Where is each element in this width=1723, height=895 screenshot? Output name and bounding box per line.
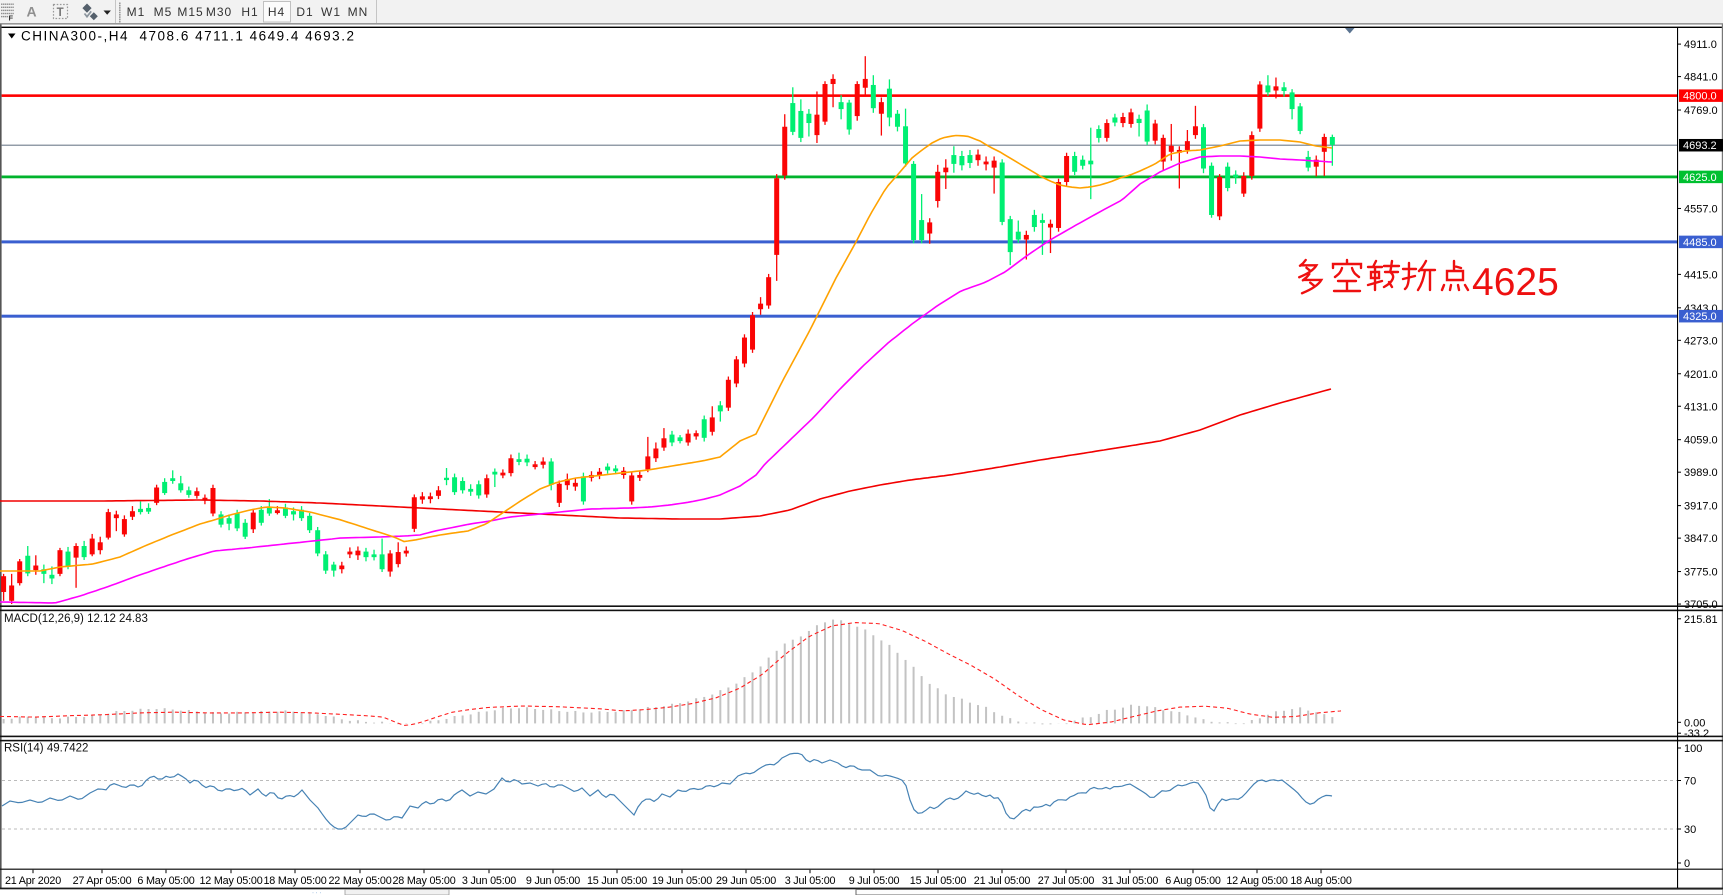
- svg-text:M30: M30: [206, 5, 232, 19]
- svg-text:6 May 05:00: 6 May 05:00: [137, 875, 194, 887]
- svg-text:H4: H4: [268, 5, 285, 19]
- svg-text:18 Aug 05:00: 18 Aug 05:00: [1290, 875, 1351, 887]
- svg-text:27 Jul 05:00: 27 Jul 05:00: [1038, 875, 1095, 887]
- svg-text:D1: D1: [296, 5, 313, 19]
- svg-text:4131.0: 4131.0: [1684, 401, 1718, 413]
- svg-text:3775.0: 3775.0: [1684, 567, 1718, 579]
- svg-text:4625: 4625: [1472, 261, 1559, 304]
- svg-text:9 Jul 05:00: 9 Jul 05:00: [849, 875, 900, 887]
- svg-text:12 Aug 05:00: 12 Aug 05:00: [1226, 875, 1287, 887]
- svg-text:4625.0: 4625.0: [1683, 172, 1717, 184]
- svg-text:3 Jun 05:00: 3 Jun 05:00: [462, 875, 516, 887]
- svg-text:15 Jul 05:00: 15 Jul 05:00: [910, 875, 967, 887]
- svg-text:28 May 05:00: 28 May 05:00: [392, 875, 455, 887]
- svg-text:4059.0: 4059.0: [1684, 435, 1718, 447]
- svg-text:22 May 05:00: 22 May 05:00: [328, 875, 391, 887]
- svg-text:4769.0: 4769.0: [1684, 105, 1718, 117]
- svg-text:0: 0: [1684, 858, 1690, 870]
- svg-text:215.81: 215.81: [1684, 614, 1718, 626]
- svg-text:15 Jun 05:00: 15 Jun 05:00: [587, 875, 647, 887]
- svg-text:W1: W1: [321, 5, 341, 19]
- svg-text:4800.0: 4800.0: [1683, 91, 1717, 103]
- svg-text:18 May 05:00: 18 May 05:00: [263, 875, 326, 887]
- svg-text:H1: H1: [241, 5, 258, 19]
- svg-text:3705.0: 3705.0: [1684, 599, 1718, 611]
- svg-text:A: A: [27, 4, 37, 20]
- svg-text:3917.0: 3917.0: [1684, 501, 1718, 513]
- svg-text:9 Jun 05:00: 9 Jun 05:00: [526, 875, 580, 887]
- svg-text:MN: MN: [348, 5, 369, 19]
- svg-text:21 Apr 2020: 21 Apr 2020: [5, 875, 61, 887]
- svg-text:0.00: 0.00: [1684, 717, 1705, 729]
- svg-text:70: 70: [1684, 776, 1696, 788]
- svg-text:M1: M1: [127, 5, 146, 19]
- svg-text:30: 30: [1684, 824, 1696, 836]
- svg-text:MACD(12,26,9) 12.12 24.83: MACD(12,26,9) 12.12 24.83: [4, 613, 148, 625]
- svg-text:4201.0: 4201.0: [1684, 369, 1718, 381]
- svg-text:4841.0: 4841.0: [1684, 72, 1718, 84]
- svg-text:19 Jun 05:00: 19 Jun 05:00: [652, 875, 712, 887]
- svg-text:6 Aug 05:00: 6 Aug 05:00: [1165, 875, 1221, 887]
- svg-text:· · ·: · · ·: [312, 891, 321, 895]
- svg-text:3847.0: 3847.0: [1684, 533, 1718, 545]
- svg-text:100: 100: [1684, 743, 1702, 755]
- svg-text:21 Jul 05:00: 21 Jul 05:00: [974, 875, 1031, 887]
- svg-text:4415.0: 4415.0: [1684, 269, 1718, 281]
- svg-text:31 Jul 05:00: 31 Jul 05:00: [1102, 875, 1159, 887]
- svg-text:3989.0: 3989.0: [1684, 467, 1718, 479]
- svg-text:T: T: [57, 7, 64, 19]
- svg-text:4557.0: 4557.0: [1684, 204, 1718, 216]
- svg-text:M5: M5: [154, 5, 173, 19]
- svg-text:4325.0: 4325.0: [1683, 311, 1717, 323]
- svg-text:F: F: [9, 14, 14, 23]
- svg-text:29 Jun 05:00: 29 Jun 05:00: [716, 875, 776, 887]
- svg-text:-33.2: -33.2: [1684, 728, 1709, 740]
- svg-text:12 May 05:00: 12 May 05:00: [199, 875, 262, 887]
- svg-text:27 Apr 05:00: 27 Apr 05:00: [73, 875, 132, 887]
- svg-text:4273.0: 4273.0: [1684, 335, 1718, 347]
- svg-text:4693.2: 4693.2: [1683, 140, 1717, 152]
- svg-text:M15: M15: [177, 5, 203, 19]
- svg-text:4485.0: 4485.0: [1683, 237, 1717, 249]
- svg-text:4911.0: 4911.0: [1684, 39, 1717, 51]
- svg-text:RSI(14) 49.7422: RSI(14) 49.7422: [4, 743, 88, 755]
- svg-text:CHINA300-,H4 4708.6 4711.1 46: CHINA300-,H4 4708.6 4711.1 4649.4 4693.2: [21, 29, 355, 44]
- svg-text:3 Jul 05:00: 3 Jul 05:00: [785, 875, 836, 887]
